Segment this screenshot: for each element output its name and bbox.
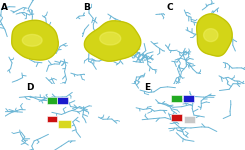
Polygon shape [204, 29, 218, 42]
Text: A: A [1, 3, 8, 12]
Text: C: C [166, 3, 173, 12]
Polygon shape [84, 21, 141, 61]
Polygon shape [12, 20, 58, 60]
Polygon shape [84, 21, 141, 61]
Text: E: E [145, 83, 151, 92]
Bar [171, 96, 182, 102]
Polygon shape [12, 20, 58, 60]
Bar [171, 114, 182, 121]
Bar [57, 97, 68, 104]
Polygon shape [197, 14, 232, 56]
Text: D: D [26, 83, 33, 92]
Text: B: B [83, 3, 90, 12]
Bar [184, 116, 196, 123]
Bar [183, 96, 194, 102]
Bar [59, 120, 71, 127]
Bar [47, 116, 57, 122]
Polygon shape [100, 32, 121, 45]
Bar [47, 97, 57, 104]
Polygon shape [197, 14, 232, 56]
Polygon shape [22, 34, 42, 46]
